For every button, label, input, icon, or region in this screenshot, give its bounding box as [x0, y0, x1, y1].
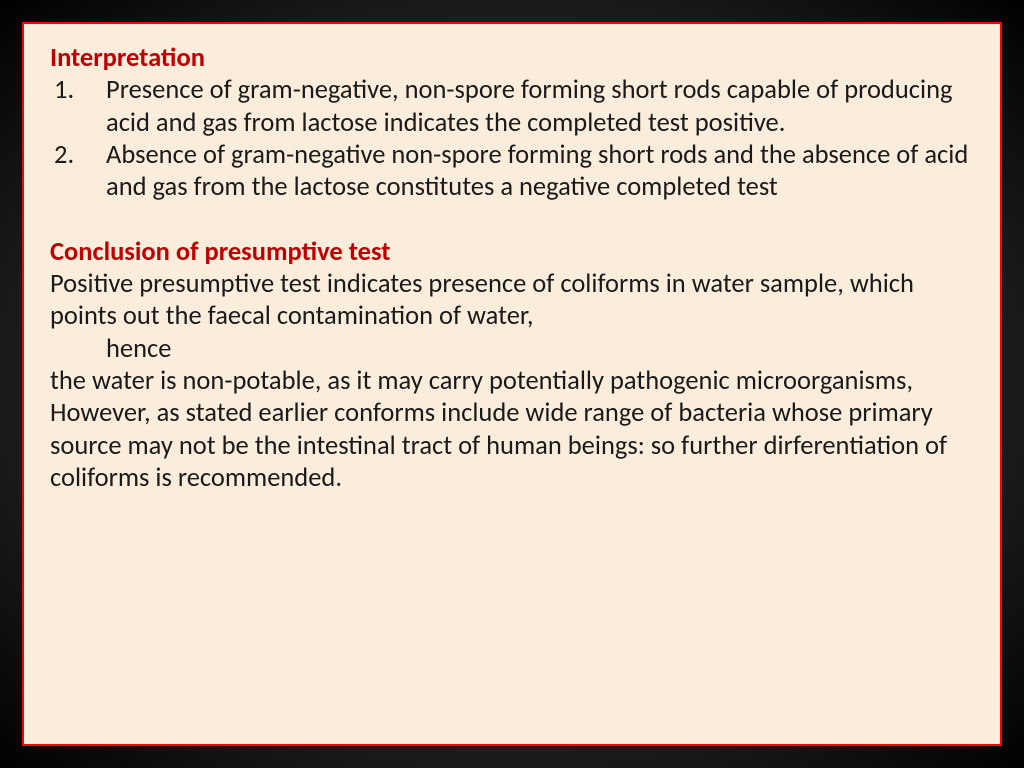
- list-item: Absence of gram-negative non-spore formi…: [50, 139, 974, 204]
- para-indent-line: hence: [50, 333, 974, 365]
- slide-panel: Interpretation Presence of gram-negative…: [22, 22, 1002, 746]
- interpretation-list: Presence of gram-negative, non-spore for…: [50, 74, 974, 203]
- para-line: Positive presumptive test indicates pres…: [50, 268, 974, 333]
- list-item: Presence of gram-negative, non-spore for…: [50, 74, 974, 139]
- conclusion-paragraph: Positive presumptive test indicates pres…: [50, 268, 974, 494]
- para-line: the water is non-potable, as it may carr…: [50, 365, 974, 494]
- heading-interpretation: Interpretation: [50, 42, 974, 74]
- heading-conclusion: Conclusion of presumptive test: [50, 236, 974, 268]
